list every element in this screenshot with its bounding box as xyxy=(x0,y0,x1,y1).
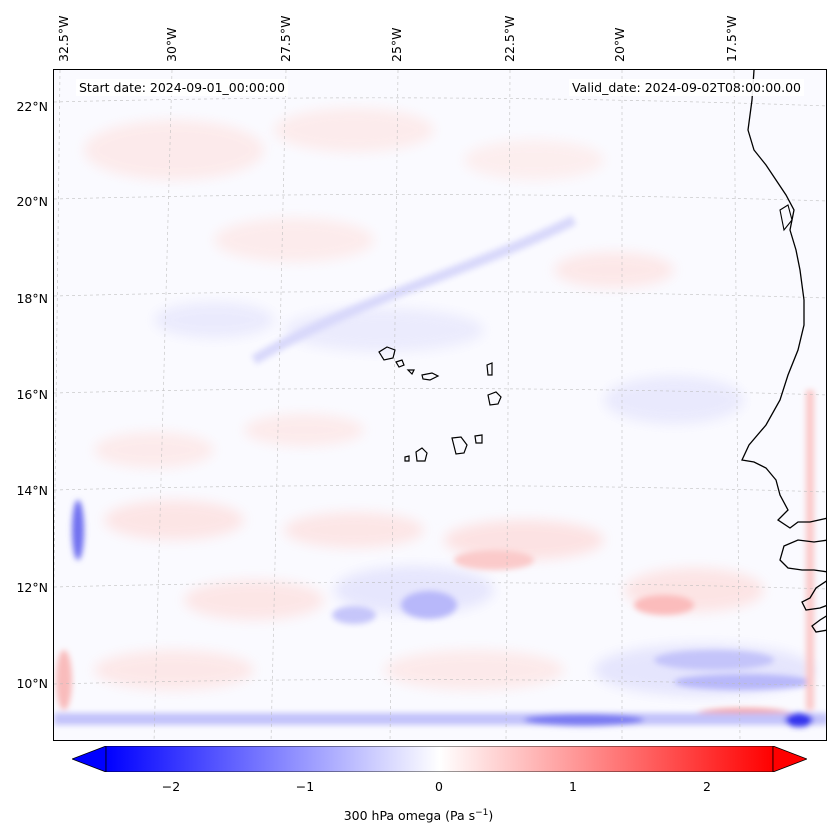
colorbar xyxy=(72,746,807,772)
lat-label-14n: 14°N xyxy=(16,483,48,498)
lat-label-20n: 20°N xyxy=(16,194,48,209)
colorbar-tick-minus2: −2 xyxy=(161,779,181,794)
map-gridlines xyxy=(54,70,826,740)
omega-field xyxy=(54,70,826,740)
lon-label-27-5w: 27.5°W xyxy=(278,15,293,62)
lon-label-20w: 20°W xyxy=(612,27,627,62)
colorbar-tick-0: 0 xyxy=(435,779,443,794)
colorbar-tick-2: 2 xyxy=(703,779,711,794)
map-panel: Start date: 2024-09-01_00:00:00 Valid_da… xyxy=(53,69,827,741)
colorbar-extend-max xyxy=(772,746,807,772)
africa-coastline xyxy=(741,70,826,633)
lat-label-12n: 12°N xyxy=(16,580,48,595)
colorbar-gradient xyxy=(105,746,774,772)
colorbar-tick-1: 1 xyxy=(569,779,577,794)
lat-label-18n: 18°N xyxy=(16,291,48,306)
lon-label-32-5w: 32.5°W xyxy=(56,15,71,62)
lat-label-22n: 22°N xyxy=(16,99,48,114)
lon-label-17-5w: 17.5°W xyxy=(724,15,739,62)
lat-label-10n: 10°N xyxy=(16,676,48,691)
coastline-detail xyxy=(779,204,793,232)
colorbar-extend-min xyxy=(72,746,107,772)
colorbar-label: 300 hPa omega (Pa s−1) xyxy=(343,808,494,824)
cape-verde-islands xyxy=(378,346,502,462)
lat-label-16n: 16°N xyxy=(16,387,48,402)
valid-date-label: Valid_date: 2024-09-02T08:00:00.00 xyxy=(568,79,804,96)
colorbar-tick-minus1: −1 xyxy=(295,779,315,794)
lon-label-22-5w: 22.5°W xyxy=(502,15,517,62)
start-date-label: Start date: 2024-09-01_00:00:00 xyxy=(76,79,288,96)
lon-label-30w: 30°W xyxy=(164,27,179,62)
lon-label-25w: 25°W xyxy=(389,27,404,62)
